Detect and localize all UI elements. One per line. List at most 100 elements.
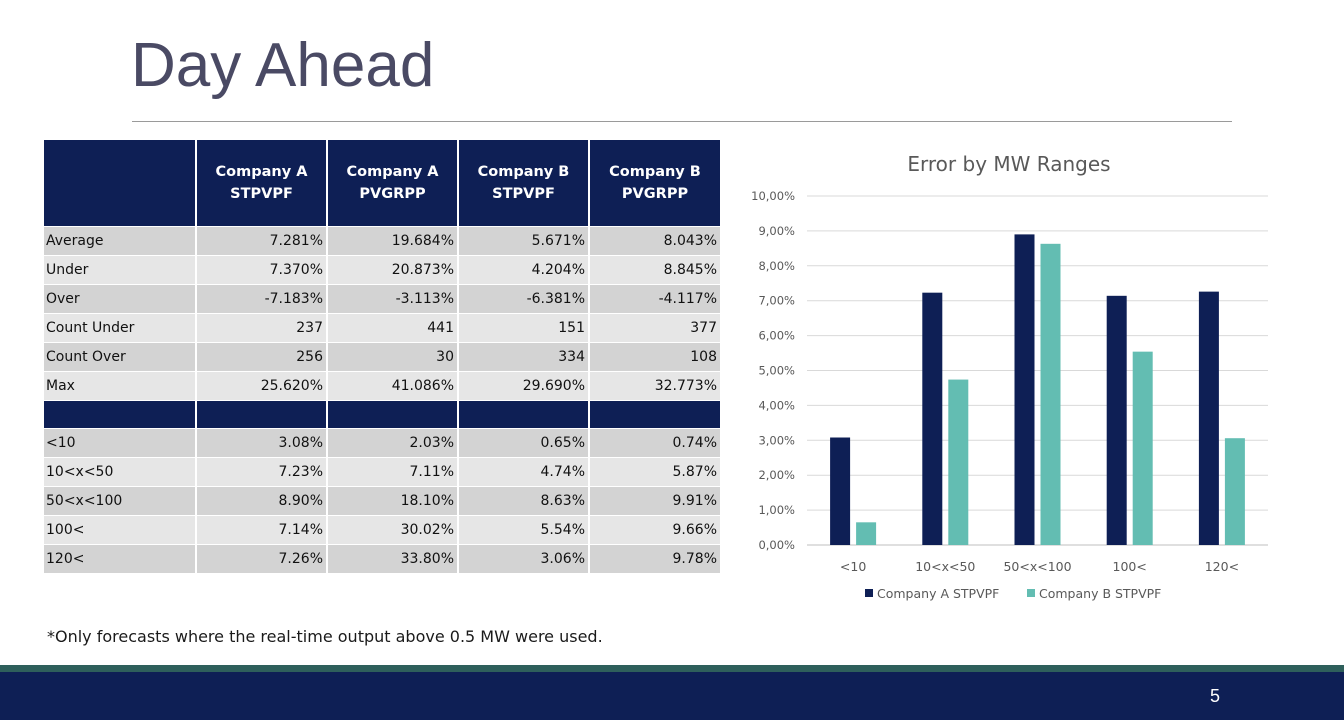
x-tick-label: 120< bbox=[1205, 559, 1239, 574]
header-company-a-pvgrpp: Company A PVGRPP bbox=[326, 140, 458, 226]
table-cell: 5.671% bbox=[457, 225, 589, 255]
table-cell: 108 bbox=[588, 341, 720, 371]
table-row: Over -7.183% -3.113% -6.381% -4.117% bbox=[44, 283, 720, 313]
row-label: <10 bbox=[44, 427, 196, 457]
row-label: 50<x<100 bbox=[44, 485, 196, 515]
separator-cell bbox=[326, 399, 458, 428]
x-tick-label: 100< bbox=[1113, 559, 1147, 574]
table-cell: 32.773% bbox=[588, 370, 720, 400]
bar-company-a-stpvpf bbox=[830, 437, 851, 545]
table-cell: 151 bbox=[457, 312, 589, 342]
table-cell: 7.14% bbox=[195, 514, 327, 544]
row-label: Count Over bbox=[44, 341, 196, 371]
table-header-row: Company A STPVPF Company A PVGRPP Compan… bbox=[44, 140, 720, 226]
bar-company-a-stpvpf bbox=[1106, 295, 1127, 545]
bar-company-b-stpvpf bbox=[948, 379, 969, 545]
x-tick-label: <10 bbox=[840, 559, 866, 574]
separator-cell bbox=[44, 399, 196, 428]
bar-company-b-stpvpf bbox=[1132, 351, 1153, 545]
table-cell: 5.87% bbox=[588, 456, 720, 486]
table-cell: 4.204% bbox=[457, 254, 589, 284]
table-cell: 29.690% bbox=[457, 370, 589, 400]
separator-cell bbox=[588, 399, 720, 428]
table-cell: 4.74% bbox=[457, 456, 589, 486]
y-tick-label: 6,00% bbox=[758, 329, 795, 343]
chart-gridlines bbox=[807, 195, 1268, 546]
table-cell: 8.043% bbox=[588, 225, 720, 255]
legend-label: Company A STPVPF bbox=[877, 586, 999, 601]
table-cell: 7.281% bbox=[195, 225, 327, 255]
y-tick-label: 1,00% bbox=[758, 503, 795, 517]
x-tick-label: 10<x<50 bbox=[915, 559, 975, 574]
row-label: Average bbox=[44, 225, 196, 255]
separator-cell bbox=[195, 399, 327, 428]
table-cell: 377 bbox=[588, 312, 720, 342]
table-cell: 256 bbox=[195, 341, 327, 371]
table-cell: 19.684% bbox=[326, 225, 458, 255]
row-label: Under bbox=[44, 254, 196, 284]
table-cell: 237 bbox=[195, 312, 327, 342]
table-row: Average 7.281% 19.684% 5.671% 8.043% bbox=[44, 225, 720, 255]
separator-cell bbox=[457, 399, 589, 428]
table-cell: -7.183% bbox=[195, 283, 327, 313]
table-row: Under 7.370% 20.873% 4.204% 8.845% bbox=[44, 254, 720, 284]
table-cell: 25.620% bbox=[195, 370, 327, 400]
row-label: Over bbox=[44, 283, 196, 313]
table-row: 10<x<50 7.23% 7.11% 4.74% 5.87% bbox=[44, 456, 720, 486]
chart-x-axis: <10 10<x<50 50<x<100 100< 120< bbox=[840, 559, 1239, 574]
table-cell: 0.65% bbox=[457, 427, 589, 457]
footer-band bbox=[0, 672, 1344, 720]
error-table: Company A STPVPF Company A PVGRPP Compan… bbox=[44, 140, 720, 573]
table-cell: 30.02% bbox=[326, 514, 458, 544]
y-tick-label: 0,00% bbox=[758, 538, 795, 552]
table-cell: 3.08% bbox=[195, 427, 327, 457]
table-cell: 0.74% bbox=[588, 427, 720, 457]
y-tick-label: 5,00% bbox=[758, 364, 795, 378]
chart-title: Error by MW Ranges bbox=[907, 152, 1110, 176]
chart-y-axis: 0,00% 1,00% 2,00% 3,00% 4,00% 5,00% 6,00% 7,00%… bbox=[751, 189, 795, 552]
footnote: *Only forecasts where the real-time outp… bbox=[47, 627, 603, 646]
y-tick-label: 8,00% bbox=[758, 259, 795, 273]
header-blank bbox=[44, 140, 196, 226]
header-company-b-pvgrpp: Company B PVGRPP bbox=[588, 140, 720, 226]
bar-company-a-stpvpf bbox=[1014, 234, 1035, 545]
table-cell: -6.381% bbox=[457, 283, 589, 313]
table-cell: 30 bbox=[326, 341, 458, 371]
table-row: 100< 7.14% 30.02% 5.54% 9.66% bbox=[44, 514, 720, 544]
y-tick-label: 9,00% bbox=[758, 224, 795, 238]
table-cell: 8.845% bbox=[588, 254, 720, 284]
table-row: 50<x<100 8.90% 18.10% 8.63% 9.91% bbox=[44, 485, 720, 515]
chart-legend: Company A STPVPF Company B STPVPF bbox=[865, 586, 1161, 601]
table-cell: 7.11% bbox=[326, 456, 458, 486]
y-tick-label: 2,00% bbox=[758, 468, 795, 482]
bar-company-b-stpvpf bbox=[856, 522, 877, 545]
table-separator-row bbox=[44, 399, 720, 428]
table-cell: 7.26% bbox=[195, 543, 327, 573]
bar-company-a-stpvpf bbox=[922, 292, 943, 545]
table-cell: 441 bbox=[326, 312, 458, 342]
table-row: Count Over 256 30 334 108 bbox=[44, 341, 720, 371]
table-row: 120< 7.26% 33.80% 3.06% 9.78% bbox=[44, 543, 720, 573]
y-tick-label: 4,00% bbox=[758, 398, 795, 412]
table-cell: 9.78% bbox=[588, 543, 720, 573]
title-divider bbox=[132, 121, 1232, 122]
header-company-a-stpvpf: Company A STPVPF bbox=[195, 140, 327, 226]
legend-label: Company B STPVPF bbox=[1039, 586, 1161, 601]
error-by-mw-ranges-chart: Error by MW Ranges 0,00% 1,00% 2,00% 3,00% 4… bbox=[734, 140, 1294, 620]
row-label: 100< bbox=[44, 514, 196, 544]
legend-swatch bbox=[865, 589, 873, 597]
table-cell: 41.086% bbox=[326, 370, 458, 400]
row-label: Max bbox=[44, 370, 196, 400]
bar-company-a-stpvpf bbox=[1198, 291, 1219, 545]
row-label: Count Under bbox=[44, 312, 196, 342]
y-tick-label: 7,00% bbox=[758, 294, 795, 308]
table-cell: 33.80% bbox=[326, 543, 458, 573]
row-label: 120< bbox=[44, 543, 196, 573]
table-row: <10 3.08% 2.03% 0.65% 0.74% bbox=[44, 427, 720, 457]
page-number: 5 bbox=[1210, 686, 1221, 706]
table-row: Max 25.620% 41.086% 29.690% 32.773% bbox=[44, 370, 720, 400]
legend-swatch bbox=[1027, 589, 1035, 597]
table-cell: 5.54% bbox=[457, 514, 589, 544]
chart-bars bbox=[830, 234, 1245, 546]
table-cell: -3.113% bbox=[326, 283, 458, 313]
